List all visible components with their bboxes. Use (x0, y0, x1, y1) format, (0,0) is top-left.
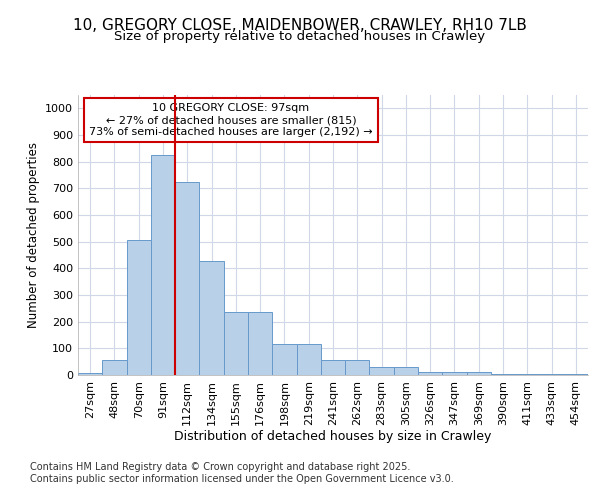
Bar (491, 374, 515, 375)
X-axis label: Distribution of detached houses by size in Crawley: Distribution of detached houses by size … (175, 430, 491, 444)
Bar (467, 372, 491, 375)
Y-axis label: Number of detached properties: Number of detached properties (26, 142, 40, 328)
Bar (248, 312, 272, 375)
Bar (564, 374, 588, 375)
Bar (175, 182, 199, 375)
Bar (296, 344, 321, 375)
Bar (394, 367, 418, 375)
Bar (442, 372, 467, 375)
Bar (272, 344, 296, 375)
Text: 10, GREGORY CLOSE, MAIDENBOWER, CRAWLEY, RH10 7LB: 10, GREGORY CLOSE, MAIDENBOWER, CRAWLEY,… (73, 18, 527, 32)
Text: 10 GREGORY CLOSE: 97sqm
← 27% of detached houses are smaller (815)
73% of semi-d: 10 GREGORY CLOSE: 97sqm ← 27% of detache… (89, 104, 373, 136)
Bar (224, 312, 248, 375)
Bar (345, 360, 370, 375)
Text: Contains HM Land Registry data © Crown copyright and database right 2025.
Contai: Contains HM Land Registry data © Crown c… (30, 462, 454, 484)
Bar (370, 367, 394, 375)
Bar (151, 155, 175, 375)
Bar (127, 240, 151, 375)
Bar (539, 374, 564, 375)
Bar (418, 372, 442, 375)
Bar (199, 261, 224, 375)
Text: Size of property relative to detached houses in Crawley: Size of property relative to detached ho… (115, 30, 485, 43)
Bar (515, 374, 539, 375)
Bar (102, 360, 127, 375)
Bar (78, 373, 102, 375)
Bar (321, 360, 345, 375)
